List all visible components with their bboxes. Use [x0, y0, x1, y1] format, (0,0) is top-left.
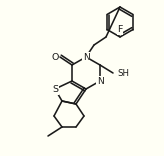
Text: N: N — [83, 53, 89, 61]
Text: F: F — [117, 25, 123, 34]
Text: O: O — [51, 53, 59, 61]
Text: N: N — [97, 76, 103, 85]
Text: N: N — [83, 53, 89, 61]
Text: N: N — [97, 76, 103, 85]
Text: O: O — [51, 53, 59, 61]
Text: S: S — [52, 85, 58, 95]
Text: F: F — [117, 25, 123, 34]
Text: SH: SH — [117, 68, 129, 78]
Text: SH: SH — [117, 68, 129, 78]
Text: S: S — [52, 85, 58, 95]
